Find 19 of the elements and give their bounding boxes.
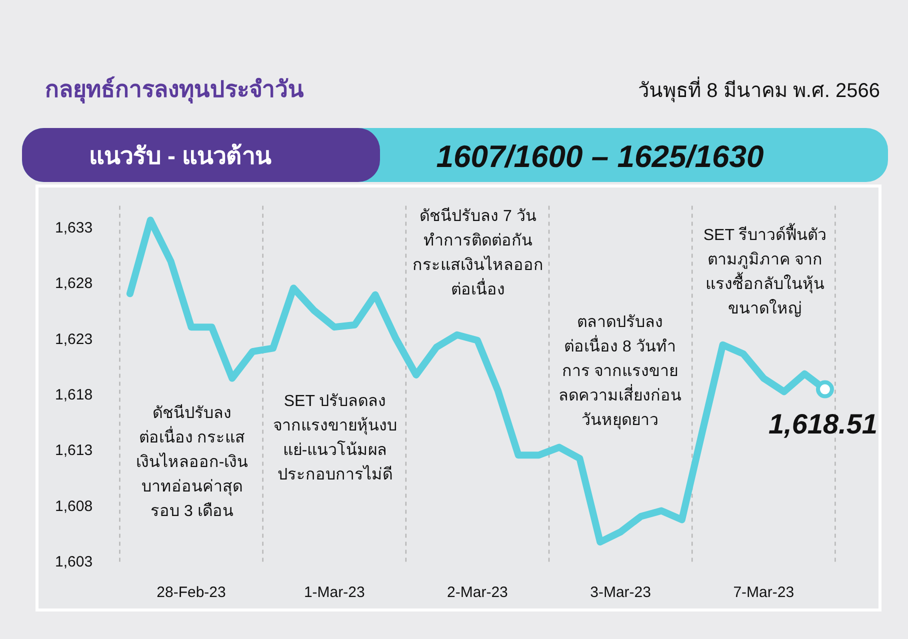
ytick: 1,613	[55, 442, 93, 460]
annotation: ดัชนีปรับลง 7 วัน ทำการติดต่อกัน กระแสเงินไหลออก ต่อเนื่อง	[412, 208, 544, 298]
ytick: 1,608	[55, 498, 93, 515]
xtick: 3-Mar-23	[590, 584, 651, 601]
ytick: 1,603	[55, 554, 93, 570]
ytick: 1,623	[55, 330, 93, 348]
xtick: 7-Mar-23	[733, 584, 794, 601]
annotation: แนวรับ - แนวต้าน	[88, 143, 272, 170]
ytick: 1,633	[55, 219, 93, 236]
title: กลยุทธ์การลงทุนประจำวัน	[45, 76, 304, 102]
xtick: 28-Feb-23	[156, 584, 226, 601]
ytick: 1,628	[55, 275, 93, 292]
ytick: 1,618	[55, 386, 93, 404]
annotation: 1607/1600 – 1625/1630	[436, 139, 764, 174]
xtick: 1-Mar-23	[304, 584, 365, 601]
annotation: ดัชนีปรับลง ต่อเนื่อง กระแส เงินไหลออก-เงิน บาทอ่อนค่าสุด รอบ 3 เดือน	[136, 405, 248, 520]
annotation: ตลาดปรับลง ต่อเนื่อง 8 วันทำ การ จากแรงขาย ลดความเสี่ยงก่อน วันหยุดยาว	[558, 314, 682, 429]
xtick: 2-Mar-23	[447, 584, 508, 601]
annotation: SET ปรับลดลง จากแรงขายหุ้นงบ แย่-แนวโน้มผล ประกอบการไม่ดี	[273, 393, 397, 484]
